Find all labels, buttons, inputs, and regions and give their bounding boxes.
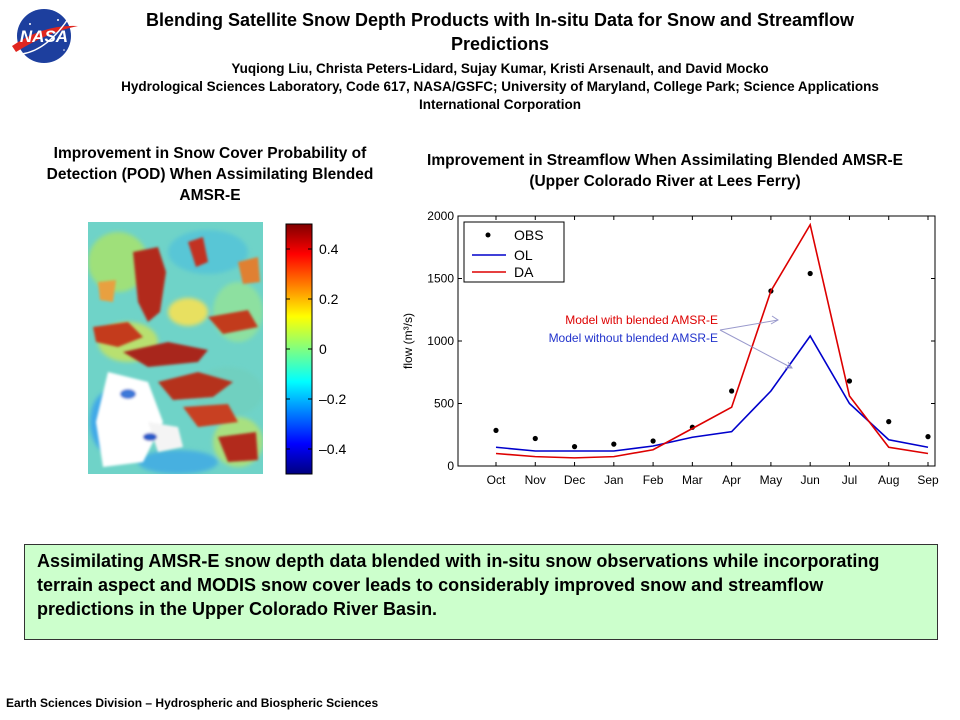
x-tick-label: Jul [842, 473, 857, 487]
map-title: Improvement in Snow Cover Probability of… [46, 145, 374, 204]
series-line-ol [495, 334, 929, 452]
x-tick-label: Aug [878, 473, 899, 487]
flow-title: Improvement in Streamflow When Assimilat… [427, 152, 903, 190]
y-tick-label: 1000 [427, 334, 454, 348]
colorbar: 0.4 0.2 0 –0.2 –0.4 [285, 223, 346, 475]
obs-point [886, 419, 892, 425]
x-tick-label: Feb [643, 473, 664, 487]
arrow-with-blended-head [770, 315, 779, 325]
nasa-logo-text: NASA [20, 27, 68, 46]
arrow-without-blended [719, 329, 793, 369]
x-tick-label: Jun [801, 473, 820, 487]
colorbar-tick-label: –0.4 [319, 441, 346, 457]
obs-point [532, 435, 538, 442]
streamflow-chart: 0 500 1000 1500 2000 Oct Nov Dec Jan Feb Mar Apr May… [401, 209, 939, 487]
legend-da-label: DA [514, 264, 534, 280]
pod-improvement-map [88, 222, 263, 474]
affiliation: Hydrological Sciences Laboratory, Code 6… [121, 79, 879, 112]
y-axis-label: flow (m³/s) [401, 313, 415, 369]
obs-point [846, 378, 853, 384]
summary-box: Assimilating AMSR-E snow depth data blen… [24, 544, 938, 640]
obs-point [611, 441, 617, 447]
obs-point [807, 270, 813, 277]
poster-title: Blending Satellite Snow Depth Products w… [145, 10, 855, 54]
authors: Yuqiong Liu, Christa Peters-Lidard, Suja… [231, 61, 769, 76]
obs-point [650, 438, 656, 444]
x-tick-label: Jan [604, 473, 623, 487]
colorbar-tick-label: 0 [319, 341, 327, 357]
obs-point [925, 434, 931, 440]
legend-ol-label: OL [514, 247, 533, 263]
arrow-without-blended-head [785, 361, 793, 369]
x-tick-label: Oct [487, 473, 506, 487]
obs-point [493, 427, 499, 433]
obs-point [729, 388, 735, 394]
arrow-with-blended [719, 319, 779, 331]
y-tick-label: 500 [434, 397, 454, 411]
annotation-without-blended: Model without blended AMSR-E [549, 331, 718, 345]
x-tick-label: Mar [682, 473, 703, 487]
colorbar-tick-label: 0.2 [319, 291, 339, 307]
x-tick-label: Apr [722, 473, 741, 487]
legend-obs-marker [485, 232, 491, 238]
y-tick-label: 2000 [427, 209, 454, 223]
x-tick-label: Dec [564, 473, 585, 487]
y-tick-label: 1500 [427, 272, 454, 286]
footer: Earth Sciences Division – Hydrospheric a… [6, 696, 379, 710]
annotation-with-blended: Model with blended AMSR-E [565, 313, 718, 327]
x-tick-label: May [760, 473, 783, 487]
series-line-da [495, 222, 929, 459]
colorbar-tick-label: 0.4 [319, 241, 339, 257]
x-tick-label: Nov [525, 473, 546, 487]
x-tick-label: Sep [917, 473, 939, 487]
colorbar-tick-label: –0.2 [319, 391, 346, 407]
legend: OBS OL DA [463, 221, 565, 283]
annotation-arrows [719, 315, 793, 369]
obs-point [571, 444, 578, 450]
legend-obs-label: OBS [514, 227, 544, 243]
y-tick-label: 0 [447, 459, 454, 473]
nasa-logo: NASA [12, 9, 78, 63]
